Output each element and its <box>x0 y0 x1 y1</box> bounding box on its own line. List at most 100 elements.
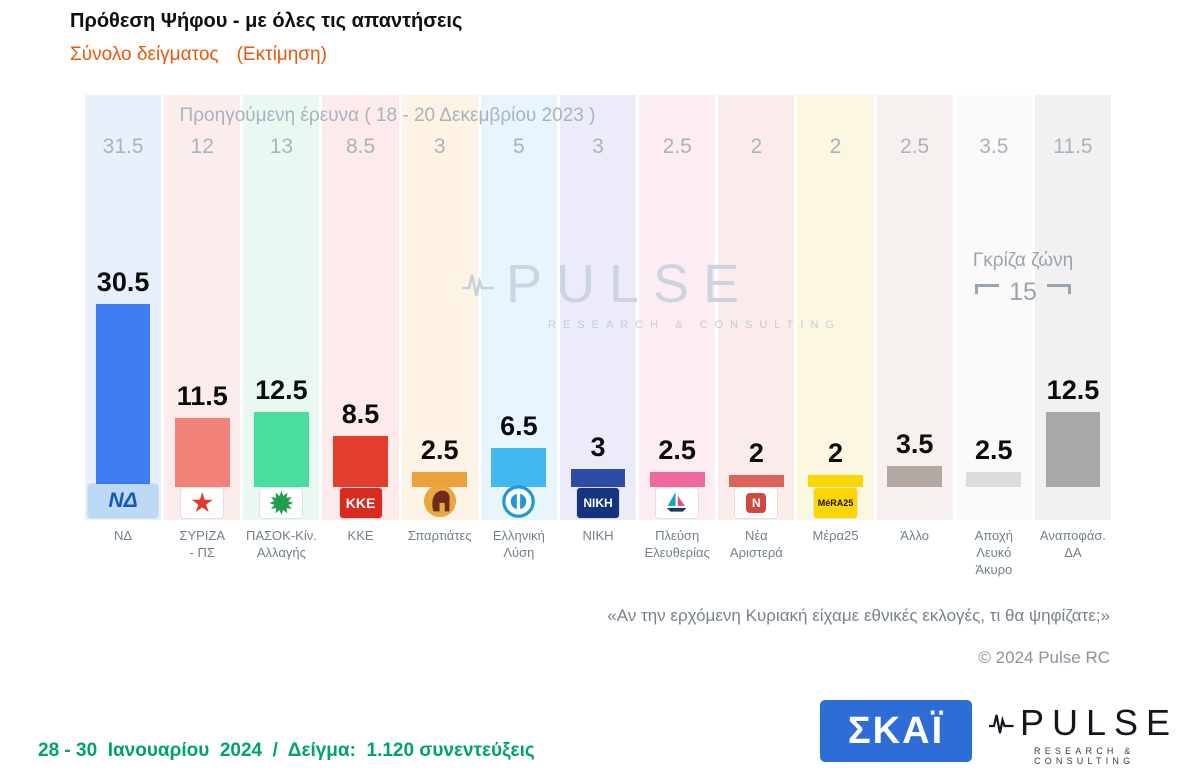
party-logo-slot: ΝΙΚΗ <box>560 488 636 518</box>
star-icon <box>191 492 213 513</box>
current-estimate-value: 2 <box>748 438 764 468</box>
sun-icon <box>269 491 294 515</box>
party-label: Αναποφάσ. ΔΑ <box>1039 528 1106 560</box>
skai-logo: ΣΚΑΪ <box>820 700 972 762</box>
current-estimate-value: 8.5 <box>341 399 380 429</box>
circle-logo-icon <box>502 485 536 518</box>
previous-survey-value: 3 <box>433 135 446 158</box>
current-estimate-value: 6.5 <box>500 411 538 441</box>
party-logo <box>181 488 224 518</box>
party-panel: 2 2 Ν <box>718 95 795 520</box>
party-logo-slot <box>481 485 557 518</box>
party-column: 3 3 ΝΙΚΗ ΝΙΚΗ <box>559 95 637 579</box>
party-label: ΠΑΣΟΚ-Κίν. Αλλαγής <box>245 528 317 560</box>
party-panel: 2 2 MéRA25 <box>797 95 874 520</box>
party-label: ΚΚΕ <box>347 528 374 543</box>
party-logo-slot <box>164 488 240 518</box>
previous-survey-value: 2 <box>750 135 763 158</box>
sailboat-icon <box>667 492 687 512</box>
party-label: ΝΙΚΗ <box>582 528 614 543</box>
spartan-helmet-icon <box>423 484 456 518</box>
fieldwork-dates-and-sample: 28 - 30 Ιανουαρίου 2024 / Δείγμα: 1.120 … <box>38 740 535 761</box>
party-logo-slot <box>243 488 319 518</box>
party-logo: ΚΚΕ <box>339 488 382 518</box>
previous-survey-value: 13 <box>269 135 294 158</box>
survey-question: «Αν την ερχόμενη Κυριακή είχαμε εθνικές … <box>607 606 1110 625</box>
party-logo <box>656 488 699 518</box>
party-column: 2 2 Ν Νέα Αριστερά <box>718 95 795 579</box>
current-estimate-value: 12.5 <box>255 375 308 405</box>
party-logo-slot: MéRA25 <box>797 488 873 518</box>
current-estimate-value: 2 <box>827 438 843 468</box>
result-bar <box>491 448 547 487</box>
page-title: Πρόθεση Ψήφου - με όλες τις απαντήσεις <box>70 10 463 32</box>
result-bar <box>887 466 943 487</box>
party-column: 12 11.5 ΣΥΡΙΖΑ - ΠΣ <box>164 95 241 579</box>
party-logo: MéRA25 <box>813 488 858 518</box>
party-label: Αποχή Λευκό Άκυρο <box>974 528 1013 577</box>
party-logo <box>260 488 303 518</box>
party-label: Σπαρτιάτες <box>407 528 472 543</box>
gray-zone-annotation: Γκρίζα ζώνη 15 <box>943 250 1103 305</box>
result-bar <box>1045 412 1101 487</box>
copyright-notice: © 2024 Pulse RC <box>978 648 1110 667</box>
party-logo-slot <box>639 488 715 518</box>
party-column: 2.5 3.5 Άλλο <box>876 95 953 579</box>
party-panel: 11.5 12.5 <box>1034 95 1112 520</box>
party-column: 3.5 2.5 Αποχή Λευκό Άκυρο <box>955 95 1032 579</box>
party-column: 2 2 MéRA25 Μέρα25 <box>797 95 874 579</box>
party-column: 5 6.5 Ελληνική Λύση <box>480 95 557 579</box>
party-panel: 2.5 3.5 <box>876 95 953 520</box>
party-column: 3 2.5 Σπαρτιάτες <box>401 95 478 579</box>
party-logo-slot: ΝΔ <box>85 484 161 518</box>
party-panel: 2.5 2.5 <box>639 95 716 520</box>
result-bar <box>966 472 1022 487</box>
pulse-logo-tagline: RESEARCH & CONSULTING <box>1034 746 1135 766</box>
party-column: 11.5 12.5 Αναποφάσ. ΔΑ <box>1034 95 1112 579</box>
current-estimate-value: 2.5 <box>975 435 1013 465</box>
current-estimate-value: 11.5 <box>176 381 228 411</box>
party-panel: 3.5 2.5 <box>955 95 1032 520</box>
party-panel: 5 6.5 <box>480 95 557 520</box>
previous-survey-value: 31.5 <box>102 135 144 158</box>
party-label: Πλεύση Ελευθερίας <box>644 528 710 560</box>
result-bar <box>174 418 230 487</box>
previous-survey-value: 2 <box>829 135 842 158</box>
page-subtitle: Σύνολο δείγματος (Εκτίμηση) <box>70 44 327 66</box>
previous-survey-value: 3 <box>592 135 604 158</box>
party-label: Ελληνική Λύση <box>492 528 545 560</box>
party-logo: ΝΙΚΗ <box>577 488 620 518</box>
party-panel: 3 3 ΝΙΚΗ <box>559 95 637 520</box>
party-panel: 8.5 8.5 ΚΚΕ <box>322 95 399 520</box>
previous-survey-value: 5 <box>513 135 525 158</box>
party-panel: 12 11.5 <box>164 95 241 520</box>
result-bar <box>253 412 309 487</box>
gray-zone-value: 15 <box>1009 278 1037 306</box>
voting-intention-bar-chart: Προηγούμενη έρευνα ( 18 - 20 Δεκεμβρίου … <box>85 95 1112 579</box>
party-logo: Ν <box>735 488 778 518</box>
party-panel: 3 2.5 <box>401 95 478 520</box>
current-estimate-value: 12.5 <box>1046 375 1100 405</box>
result-bar <box>412 472 468 487</box>
current-estimate-value: 30.5 <box>96 267 150 297</box>
red-badge-icon: Ν <box>746 493 767 513</box>
pulse-logo-text: PULSE <box>1020 702 1177 743</box>
current-estimate-value: 3 <box>590 432 606 462</box>
result-bar <box>728 475 784 487</box>
result-bar <box>95 304 151 487</box>
party-label: ΝΔ <box>114 528 133 543</box>
party-panel: 13 12.5 <box>243 95 320 520</box>
party-logo-slot <box>402 484 478 518</box>
party-columns: 31.5 30.5 ΝΔ ΝΔ 12 11.5 ΣΥΡΙΖΑ - ΠΣ 13 1… <box>85 95 1112 579</box>
party-column: 31.5 30.5 ΝΔ ΝΔ <box>85 95 162 579</box>
party-column: 8.5 8.5 ΚΚΕ ΚΚΕ <box>322 95 399 579</box>
party-logo-slot: ΚΚΕ <box>322 488 398 518</box>
party-logo-slot: Ν <box>718 488 794 518</box>
party-column: 2.5 2.5 Πλεύση Ελευθερίας <box>639 95 716 579</box>
party-label: Νέα Αριστερά <box>729 528 783 560</box>
previous-survey-header: Προηγούμενη έρευνα ( 18 - 20 Δεκεμβρίου … <box>179 105 596 126</box>
result-bar <box>570 469 626 487</box>
previous-survey-value: 8.5 <box>345 135 376 158</box>
current-estimate-value: 2.5 <box>658 435 696 465</box>
